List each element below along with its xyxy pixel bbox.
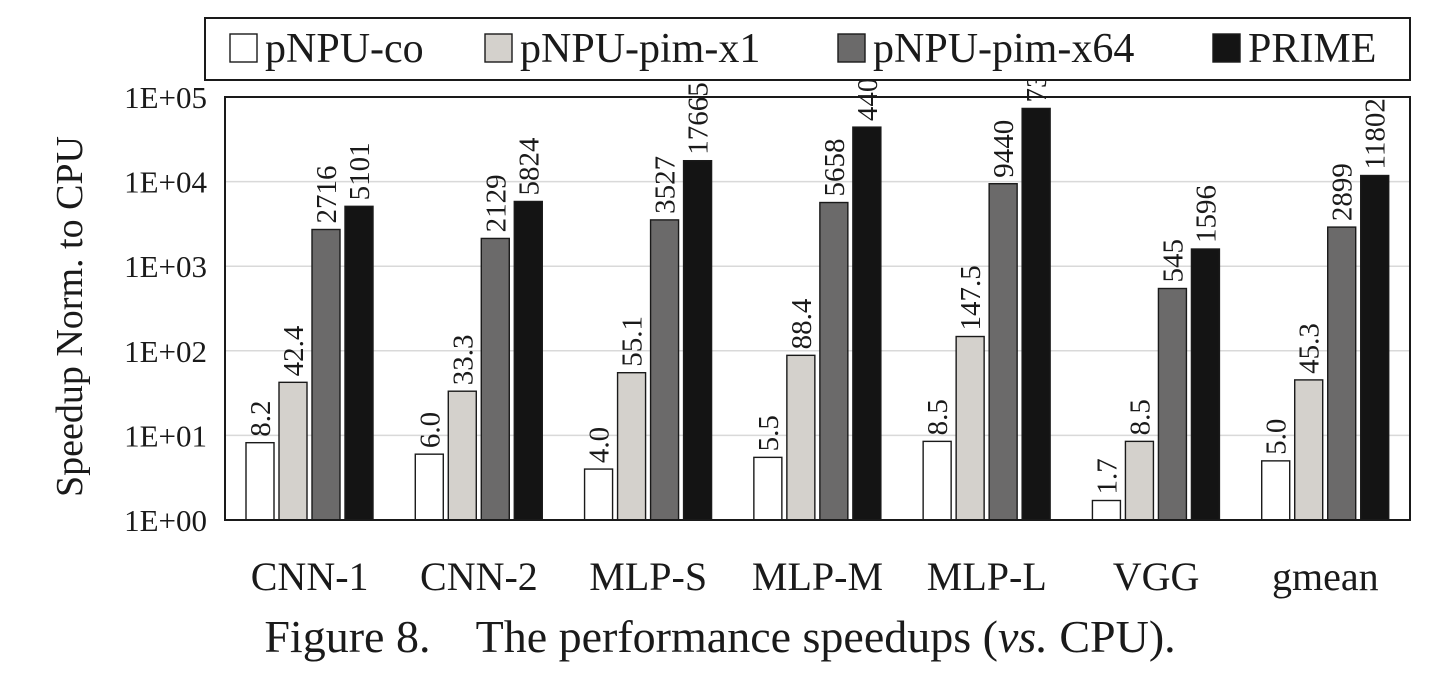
plot-border	[224, 96, 1411, 521]
data-label: 11802	[1360, 98, 1392, 169]
legend-box	[204, 17, 1411, 81]
bar	[922, 440, 952, 521]
bar	[955, 335, 985, 521]
data-label: 1596	[1190, 185, 1222, 243]
bar	[616, 371, 647, 521]
legend-label: pNPU-pim-x64	[873, 26, 1134, 72]
y-axis-label-group: Speedup Norm. to CPU	[49, 136, 91, 497]
bar	[344, 205, 374, 521]
data-label: 5824	[513, 137, 545, 196]
caption-suffix: CPU).	[1047, 611, 1176, 662]
plot-frame	[224, 96, 1411, 521]
data-label: 2899	[1327, 163, 1359, 221]
bar	[414, 453, 444, 521]
data-label: 2129	[480, 174, 512, 232]
data-label: 1.7	[1091, 458, 1123, 494]
bar	[1261, 460, 1291, 521]
data-label: 6.0	[414, 412, 446, 448]
y-tick-labels: 1E+00 1E+01 1E+02 1E+03 1E+04 1E+05	[124, 80, 207, 538]
data-label: 9440	[988, 120, 1020, 178]
y-tick-label: 1E+02	[124, 334, 207, 369]
data-label: 2716	[311, 165, 343, 223]
x-tick-label: MLP-S	[589, 554, 707, 599]
data-label: 147.5	[955, 265, 987, 330]
bar	[786, 354, 816, 521]
bar	[513, 200, 543, 521]
bar	[1021, 107, 1051, 521]
x-tick-label: CNN-1	[251, 554, 369, 599]
bar	[852, 126, 882, 521]
y-tick-label: 1E+00	[124, 503, 207, 538]
bar	[753, 456, 783, 521]
x-tick-labels: CNN-1 CNN-2 MLP-S MLP-M MLP-L VGG gmean	[251, 554, 1379, 599]
data-label: 5101	[344, 142, 376, 200]
x-tick-label: MLP-L	[927, 554, 1047, 599]
figure-caption: Figure 8. The performance speedups (vs. …	[0, 610, 1440, 663]
bar	[1124, 440, 1155, 521]
bar	[819, 201, 849, 521]
bar	[988, 183, 1018, 521]
data-label: 45.3	[1294, 323, 1326, 374]
data-label: 5.0	[1261, 419, 1293, 455]
data-label: 8.5	[922, 399, 954, 435]
bar	[480, 237, 510, 521]
bar	[1091, 499, 1122, 521]
data-label: 3527	[650, 156, 682, 214]
x-tick-label: gmean	[1272, 554, 1379, 599]
y-tick-label: 1E+05	[124, 80, 207, 115]
y-tick-label: 1E+03	[124, 249, 207, 284]
y-tick-label: 1E+01	[124, 418, 207, 453]
y-tick-label: 1E+04	[124, 165, 207, 200]
bar	[1157, 287, 1188, 521]
data-label: 33.3	[447, 334, 479, 385]
legend-swatch	[1212, 33, 1241, 63]
legend-swatch	[229, 33, 258, 63]
data-label: 8.2	[245, 400, 277, 436]
bar	[447, 390, 477, 521]
bar	[311, 228, 341, 521]
caption-vs: vs.	[998, 611, 1048, 662]
legend-label: pNPU-pim-x1	[520, 26, 760, 72]
bar	[245, 441, 275, 521]
bars	[245, 107, 1390, 521]
data-label: 17665	[683, 82, 715, 155]
legend: pNPU-co pNPU-pim-x1 pNPU-pim-x64 PRIME	[204, 17, 1411, 81]
bar	[278, 381, 308, 521]
data-label: 88.4	[786, 298, 818, 349]
bar	[649, 219, 680, 521]
x-tick-label: MLP-M	[752, 554, 883, 599]
data-label: 5.5	[753, 415, 785, 451]
legend-label: pNPU-co	[265, 26, 424, 72]
bar	[682, 159, 713, 521]
legend-label: PRIME	[1248, 26, 1376, 72]
data-label: 8.5	[1124, 399, 1156, 435]
data-label: 5658	[819, 139, 851, 197]
data-label: 4.0	[584, 427, 616, 463]
data-label: 42.4	[278, 325, 310, 376]
gridlines	[225, 96, 1410, 437]
x-tick-label: VGG	[1113, 554, 1200, 599]
bar	[1294, 379, 1324, 521]
bar	[1190, 248, 1221, 521]
x-tick-label: CNN-2	[420, 554, 538, 599]
legend-swatch	[484, 33, 513, 63]
y-axis-label: Speedup Norm. to CPU	[49, 136, 91, 497]
data-label: 55.1	[617, 316, 649, 367]
bar	[1360, 174, 1390, 521]
bar	[1327, 226, 1357, 521]
bar	[583, 468, 614, 521]
legend-swatch	[837, 33, 866, 63]
caption-prefix: Figure 8. The performance speedups (	[264, 611, 998, 662]
data-label: 545	[1157, 239, 1189, 283]
